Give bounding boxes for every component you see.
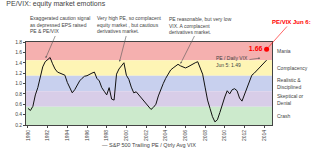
svg-text:1.2: 1.2 [15,70,22,76]
svg-text:2004: 2004 [162,130,168,141]
svg-text:0.8: 0.8 [15,91,22,97]
svg-text:Very high PE, so complacentequ: Very high PE, so complacentequity market… [97,15,162,34]
svg-text:1998: 1998 [103,130,109,141]
svg-text:2000: 2000 [123,130,129,141]
svg-text:2006: 2006 [182,130,188,141]
svg-text:Mania: Mania [277,48,291,54]
svg-text:Skeptical orDenial: Skeptical orDenial [277,93,303,106]
svg-text:2008: 2008 [202,130,208,141]
svg-text:Complacency: Complacency [277,65,308,71]
svg-text:PE reasonable, but very lowVIX: PE reasonable, but very lowVIX. A compla… [169,16,232,35]
svg-text:1996: 1996 [84,130,90,141]
svg-text:PE / Daily VIXJun 5: 1.49: PE / Daily VIXJun 5: 1.49 [216,55,248,68]
svg-text:1.6: 1.6 [15,49,22,55]
svg-text:1990: 1990 [25,130,31,141]
svg-text:2014: 2014 [261,130,267,141]
svg-text:1.4: 1.4 [15,60,22,66]
svg-text:1994: 1994 [64,130,70,141]
svg-text:2010: 2010 [221,130,227,141]
svg-text:2012: 2012 [241,130,247,141]
svg-text:2002: 2002 [143,130,149,141]
svg-text:1.8: 1.8 [15,39,22,45]
svg-text:0.2: 0.2 [15,122,22,128]
svg-text:PE/VIX: equity market emotions: PE/VIX: equity market emotions [6,0,105,8]
svg-text:PE/VIX Jun 6:: PE/VIX Jun 6: [272,19,311,25]
svg-text:1992: 1992 [44,130,50,141]
svg-text:0.4: 0.4 [15,111,22,117]
svg-text:Crash: Crash [277,113,291,119]
svg-text:1.0: 1.0 [15,80,22,86]
svg-text:0.6: 0.6 [15,101,22,107]
svg-text:Exaggerated caution signalas d: Exaggerated caution signalas depressed E… [30,15,90,34]
svg-text:— S&P 500 Trailing PE / Qtrly: — S&P 500 Trailing PE / Qtrly Avg VIX [102,142,196,148]
svg-text:1.66: 1.66 [249,45,263,52]
svg-text:Realistic &Disciplined: Realistic &Disciplined [277,77,301,90]
